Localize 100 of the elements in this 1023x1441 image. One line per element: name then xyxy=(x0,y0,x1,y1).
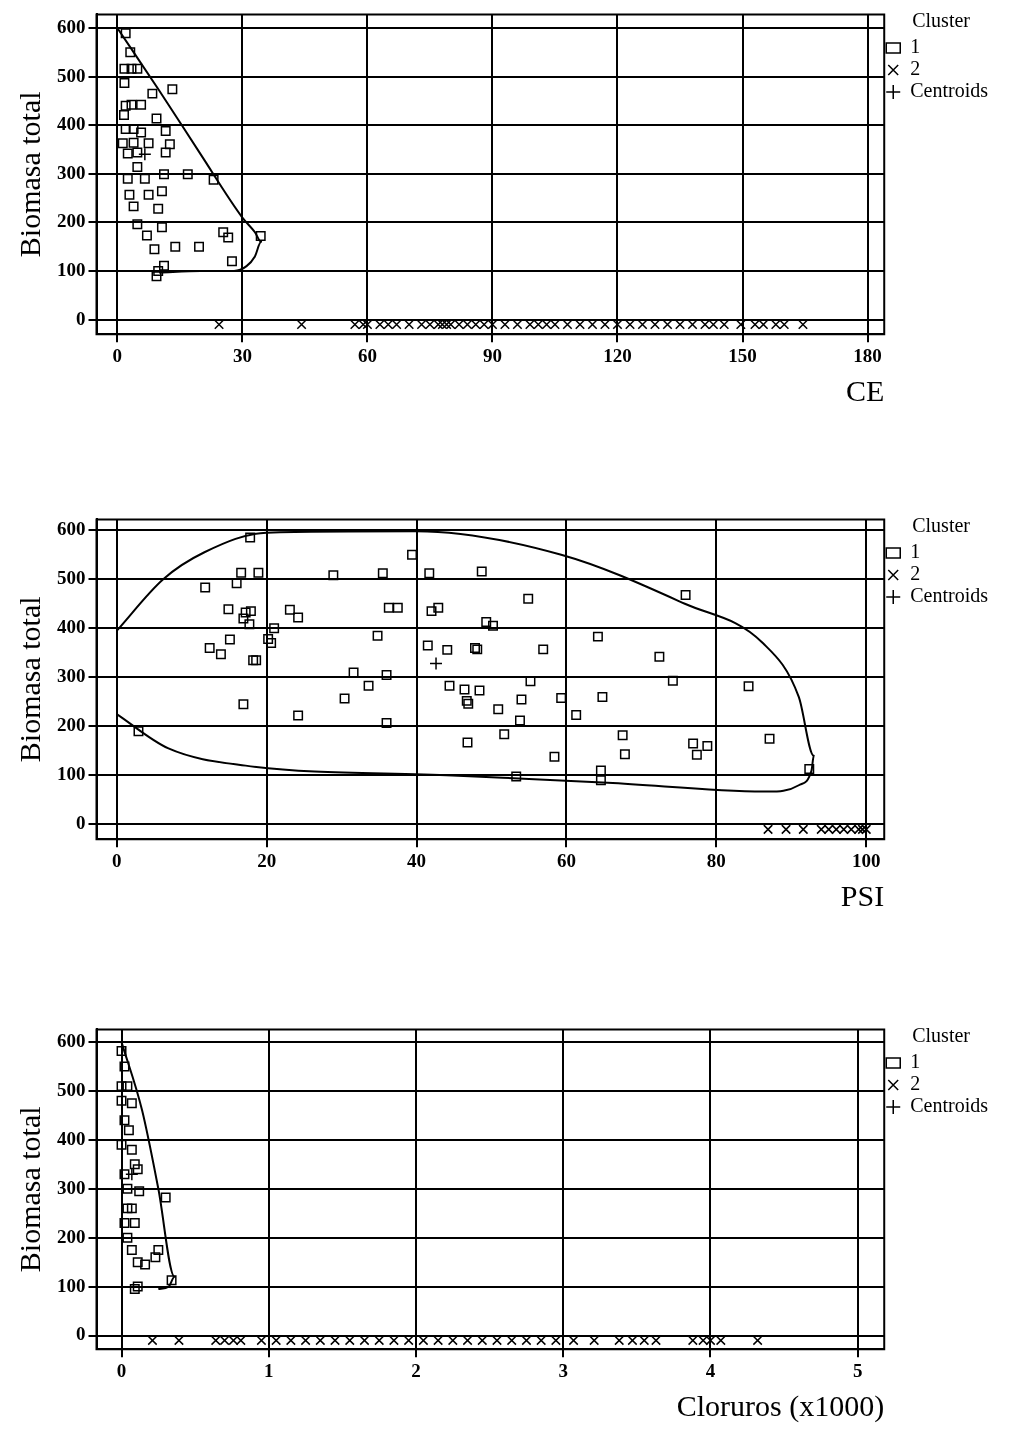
point xyxy=(120,28,131,39)
y-tick-label: 0 xyxy=(76,1323,86,1345)
point xyxy=(141,230,152,241)
x-axis-title: PSI xyxy=(840,878,885,912)
point xyxy=(124,189,135,200)
point xyxy=(119,63,130,74)
y-tick-label: 0 xyxy=(76,812,86,834)
legend-label: 1 xyxy=(910,35,921,58)
x-tick-label: 120 xyxy=(603,344,632,366)
point xyxy=(132,1164,143,1175)
legend-title: Cluster xyxy=(912,514,971,537)
point xyxy=(122,1232,133,1243)
y-axis-title: Biomasa total xyxy=(12,91,46,258)
legend-label: 2 xyxy=(910,562,921,585)
point xyxy=(255,231,266,242)
point xyxy=(116,1045,127,1056)
y-tick-label: 200 xyxy=(57,1225,86,1247)
point xyxy=(153,266,164,277)
x-axis-title: CE xyxy=(845,373,885,407)
x-tick-label: 20 xyxy=(257,849,277,871)
point xyxy=(125,47,136,58)
x-tick-label: 0 xyxy=(112,344,123,366)
point xyxy=(119,1218,130,1229)
point xyxy=(132,162,143,172)
x-tick-label: 150 xyxy=(728,344,757,366)
y-tick-label: 500 xyxy=(57,567,86,589)
point xyxy=(164,139,175,150)
x-tick-label: 60 xyxy=(357,344,377,366)
point xyxy=(160,126,171,137)
y-tick-label: 400 xyxy=(57,113,86,135)
point xyxy=(140,1259,151,1270)
legend-label: 2 xyxy=(910,1072,921,1095)
point xyxy=(150,1252,161,1263)
point xyxy=(119,1061,130,1072)
point xyxy=(119,1115,130,1126)
y-tick-label: 600 xyxy=(57,518,86,540)
point xyxy=(120,100,131,111)
point xyxy=(223,232,234,243)
x-tick-label: 30 xyxy=(232,344,252,366)
point xyxy=(182,169,193,180)
point xyxy=(129,1159,140,1170)
y-tick-label: 600 xyxy=(57,1030,86,1052)
x-tick-label: 4 xyxy=(705,1359,716,1381)
point xyxy=(156,222,167,233)
point xyxy=(126,63,137,74)
point xyxy=(153,1244,164,1255)
point xyxy=(149,244,160,255)
point xyxy=(122,1183,133,1194)
x-tick-label: 180 xyxy=(853,344,882,366)
point xyxy=(132,219,143,230)
point xyxy=(128,201,139,212)
point xyxy=(138,147,152,162)
point xyxy=(132,147,143,158)
y-tick-label: 500 xyxy=(57,1078,86,1100)
x-tick-label: 90 xyxy=(482,344,502,366)
point xyxy=(122,1203,133,1214)
legend-label: Centroids xyxy=(910,584,989,607)
y-tick-label: 300 xyxy=(57,1176,86,1198)
legend-label: Centroids xyxy=(910,79,989,102)
point xyxy=(132,1257,143,1268)
legend-title: Cluster xyxy=(912,1024,971,1047)
x-tick-label: 2 xyxy=(411,1359,421,1381)
point xyxy=(208,174,219,185)
point xyxy=(170,241,181,252)
y-tick-label: 200 xyxy=(57,210,86,232)
point xyxy=(123,1125,134,1136)
legend-label: Centroids xyxy=(910,1094,989,1117)
point xyxy=(116,1095,127,1106)
point xyxy=(126,99,137,110)
point xyxy=(218,227,229,238)
y-tick-label: 300 xyxy=(57,161,86,183)
point xyxy=(167,84,178,95)
point xyxy=(136,99,147,110)
point xyxy=(128,137,139,148)
point xyxy=(126,1144,137,1155)
x-tick-label: 100 xyxy=(851,849,881,871)
x-tick-label: 0 xyxy=(116,1359,127,1381)
point xyxy=(136,127,147,138)
point xyxy=(153,203,164,214)
legend-label: 1 xyxy=(910,1050,921,1073)
legend-label: 1 xyxy=(910,540,921,563)
point xyxy=(143,189,154,200)
point xyxy=(117,138,128,149)
legend-title: Cluster xyxy=(912,9,971,32)
point xyxy=(122,148,133,159)
point xyxy=(125,1167,139,1181)
x-tick-label: 3 xyxy=(558,1359,568,1381)
point xyxy=(151,271,162,282)
point xyxy=(126,1244,137,1255)
y-tick-label: 100 xyxy=(57,258,86,280)
y-tick-label: 0 xyxy=(76,307,86,329)
point xyxy=(166,1275,177,1286)
x-tick-label: 5 xyxy=(852,1359,863,1381)
point xyxy=(134,1186,145,1197)
point xyxy=(156,186,167,197)
point xyxy=(119,77,130,88)
point xyxy=(194,241,205,252)
point xyxy=(226,256,237,267)
point xyxy=(129,1218,140,1229)
point xyxy=(119,110,129,120)
